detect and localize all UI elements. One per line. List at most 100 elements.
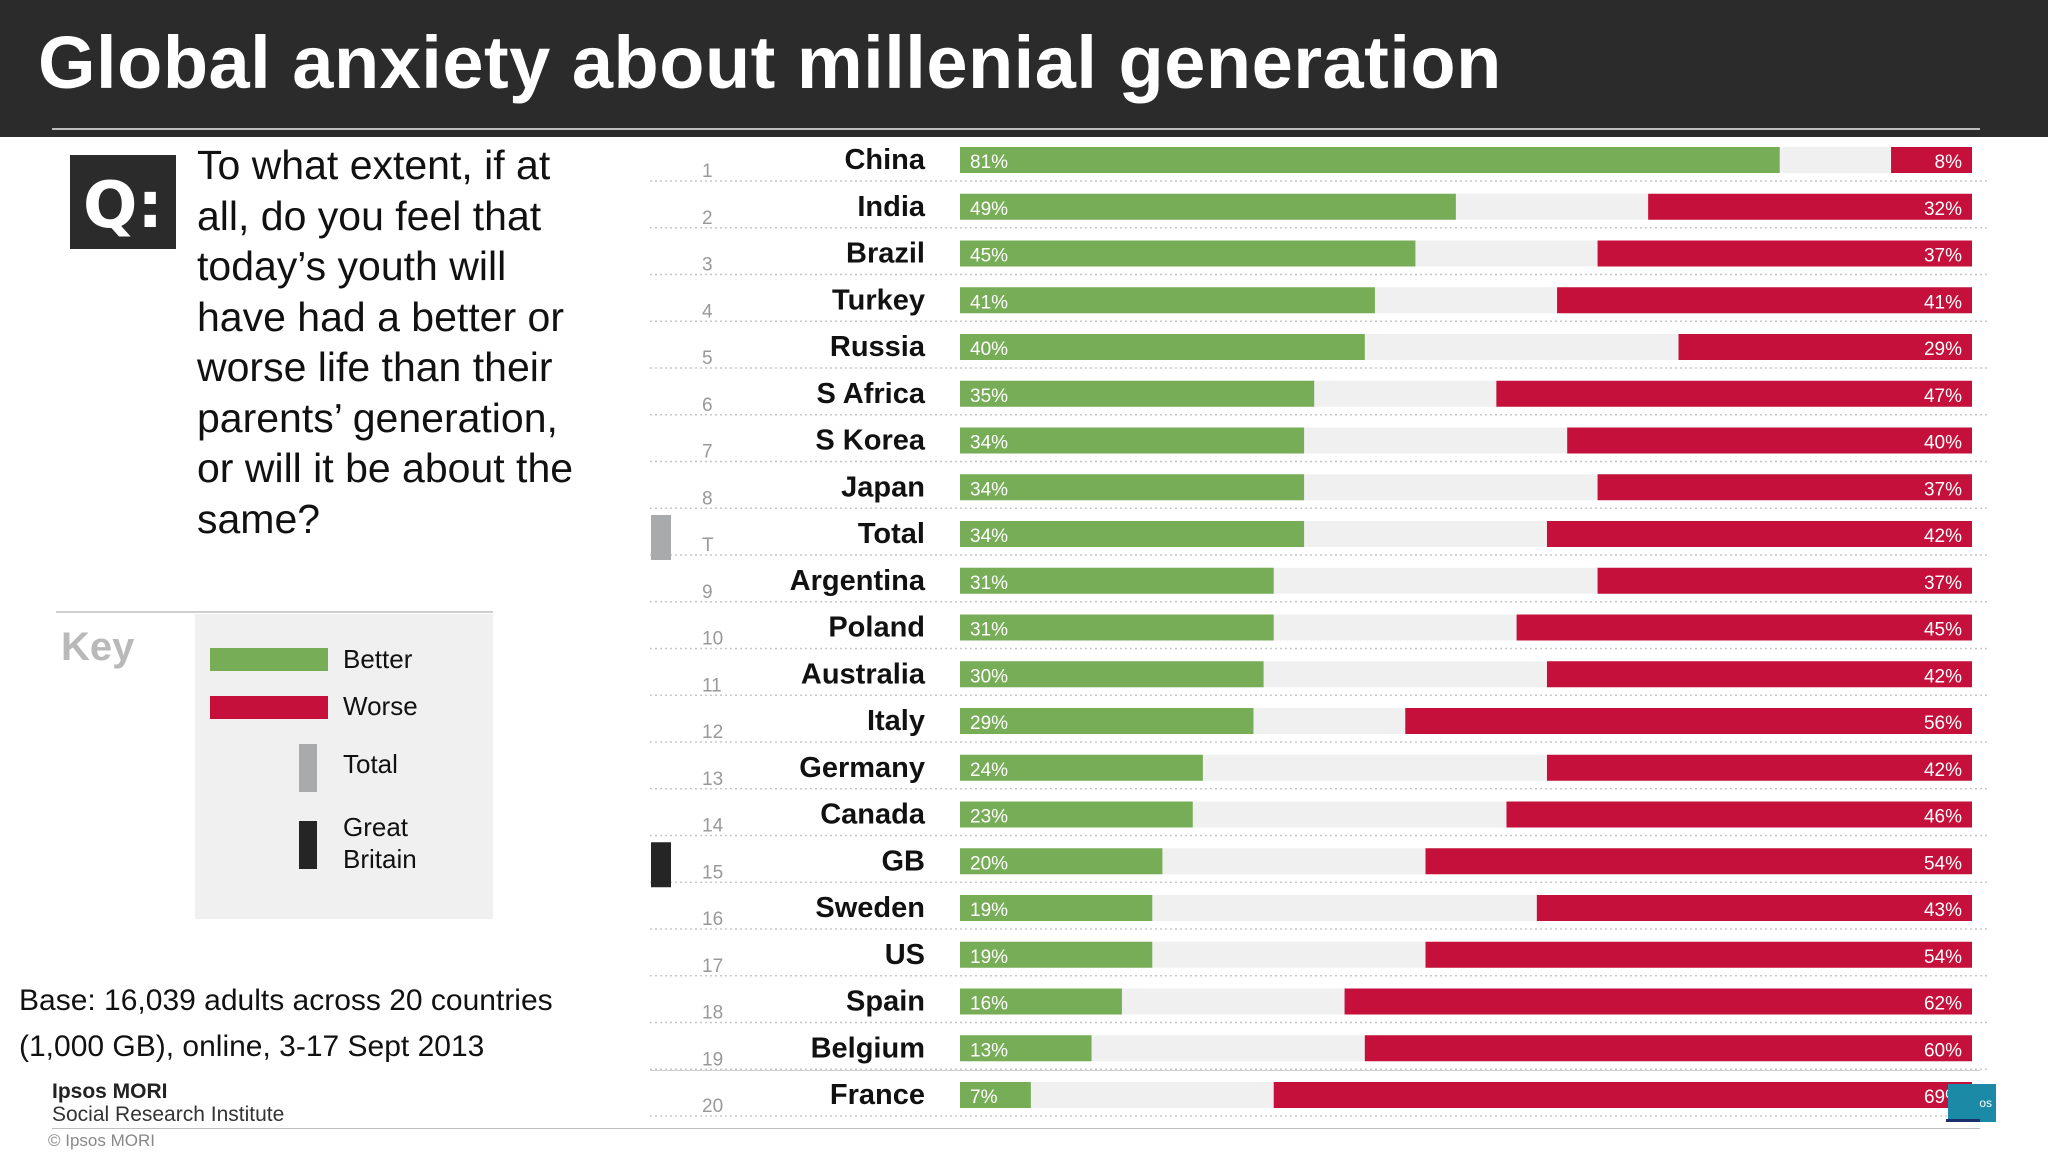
better-value-label: 81% [970,152,1008,173]
rank-label: 1 [702,161,713,182]
worse-value-label: 54% [1924,853,1962,874]
key-title: Key [61,625,135,669]
worse-value-label: 8% [1935,152,1963,173]
key-divider [56,611,493,613]
worse-bar [1567,427,1972,454]
category-label: Poland [828,612,925,644]
rank-label: 8 [702,488,713,509]
worse-value-label: 60% [1924,1040,1962,1061]
worse-bar [1597,474,1972,501]
question-badge-label: Q: [83,169,163,243]
better-bar [960,614,1274,641]
category-label: Japan [841,471,925,503]
better-bar [960,567,1274,594]
worse-bar [1546,754,1972,781]
category-label: Canada [820,799,926,831]
better-value-label: 19% [970,900,1008,921]
rank-label: 11 [702,675,722,696]
better-value-label: 31% [970,620,1008,641]
category-label: Argentina [790,565,926,597]
category-label: Turkey [832,284,925,316]
legend-label-better: Better [343,644,413,674]
better-bar [960,754,1203,781]
header-bar: Global anxiety about millenial generatio… [0,0,2048,137]
worse-value-label: 56% [1924,713,1962,734]
worse-value-label: 37% [1924,479,1962,500]
worse-value-label: 62% [1924,994,1962,1015]
category-label: Brazil [846,238,925,270]
worse-bar [1425,848,1972,875]
category-label: India [857,191,926,223]
better-value-label: 35% [970,386,1008,407]
better-value-label: 34% [970,433,1008,454]
legend-swatch-gb [299,821,317,869]
better-value-label: 24% [970,760,1008,781]
worse-bar [1597,240,1972,267]
category-label: Germany [799,752,925,784]
rank-label: 18 [702,1003,723,1024]
ipsos-logo-bar [1946,1119,1980,1122]
worse-bar [1597,567,1972,594]
better-bar [960,474,1305,501]
category-label: Belgium [811,1032,925,1064]
worse-value-label: 42% [1924,526,1962,547]
worse-value-label: 54% [1924,947,1962,968]
worse-bar [1496,380,1972,407]
total-row-marker [651,515,671,560]
worse-bar [1405,708,1972,734]
better-bar [960,287,1375,314]
better-bar [960,380,1315,407]
rank-label: 17 [702,956,723,977]
better-value-label: 7% [970,1087,998,1108]
better-bar [960,801,1193,828]
rank-label: T [702,535,714,556]
better-bar [960,1082,1031,1108]
better-value-label: 40% [970,339,1008,360]
rank-label: 12 [702,722,723,743]
worse-bar [1344,988,1972,1015]
worse-bar [1425,941,1972,968]
rank-label: 7 [702,442,713,463]
footer-divider [650,1070,1980,1071]
rank-label: 13 [702,769,723,790]
category-label: GB [882,845,926,877]
rank-label: 16 [702,909,723,930]
better-value-label: 23% [970,807,1008,828]
worse-value-label: 42% [1924,666,1962,687]
worse-value-label: 37% [1924,573,1962,594]
header-divider [52,128,1980,130]
worse-value-label: 43% [1924,900,1962,921]
worse-bar [1364,1035,1972,1062]
worse-value-label: 41% [1924,292,1962,313]
rank-label: 4 [702,301,713,322]
gb-row-marker [651,842,671,888]
better-value-label: 41% [970,292,1008,313]
worse-value-label: 40% [1924,433,1962,454]
better-bar [960,895,1153,921]
category-label: Australia [801,658,926,690]
worse-value-label: 47% [1924,386,1962,407]
rank-label: 5 [702,348,713,369]
brand-subtitle: Social Research Institute [52,1103,285,1126]
better-value-label: 34% [970,479,1008,500]
category-label: S Africa [816,378,925,410]
legend-label-worse: Worse [343,691,418,721]
rank-label: 15 [702,862,723,883]
better-bar [960,941,1153,968]
better-value-label: 20% [970,853,1008,874]
category-label: Russia [830,331,926,363]
better-bar [960,661,1264,688]
copyright: © Ipsos MORI [48,1131,155,1150]
legend-swatch-total [299,744,317,792]
legend-swatch-better [210,648,328,671]
worse-value-label: 29% [1924,339,1962,360]
rank-label: 3 [702,255,713,276]
better-bar [960,521,1305,547]
worse-bar [1273,1082,1972,1108]
worse-value-label: 45% [1924,620,1962,641]
legend: Better Worse Total Great Britain [195,614,493,919]
worse-bar [1536,895,1972,921]
better-value-label: 16% [970,994,1008,1015]
legend-label-gb: Great Britain [343,812,417,874]
worse-bar [1506,801,1972,828]
